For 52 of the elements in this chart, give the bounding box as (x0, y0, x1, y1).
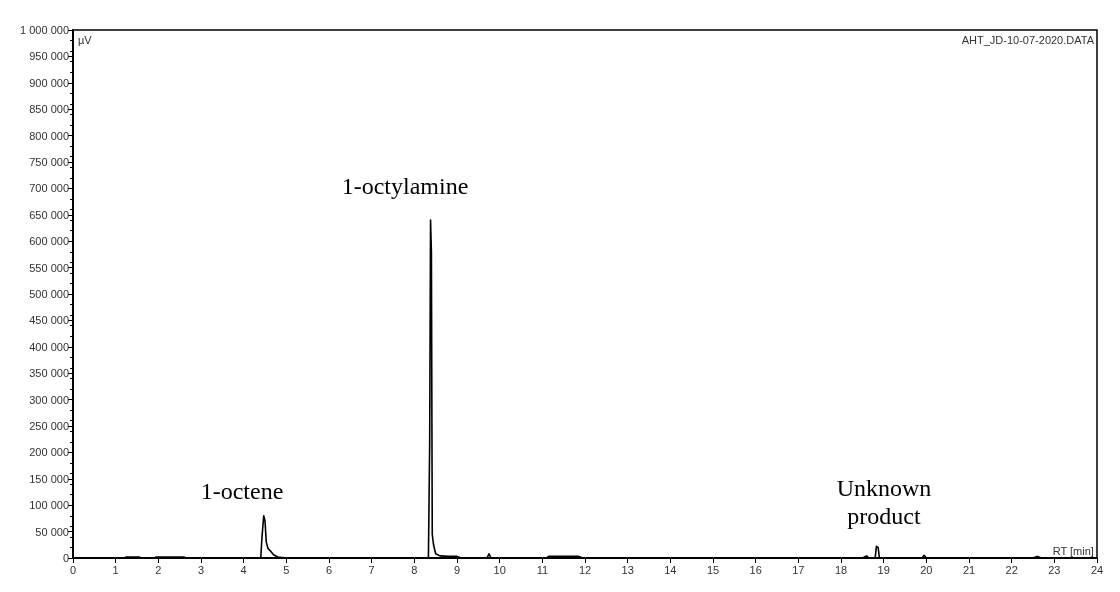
annotation: AHT_JD-10-07-2020.DATA (961, 33, 1095, 46)
x-tick-label: 23 (1048, 563, 1061, 576)
x-tick-label: 19 (877, 563, 890, 576)
y-tick-label: 600 000 (29, 235, 69, 248)
y-tick-label: 350 000 (29, 367, 69, 380)
x-tick-label: 3 (197, 563, 205, 576)
x-tick-label: 21 (962, 563, 976, 576)
x-axis-title: RT [min] (1052, 544, 1094, 557)
annotation: 1-octene (200, 478, 284, 504)
y-tick-label: 900 000 (29, 76, 69, 89)
x-tick-label: 18 (834, 563, 848, 576)
y-tick-label: 0 (62, 552, 69, 564)
y-tick-label: 800 000 (29, 129, 69, 142)
x-tick-label: 14 (664, 563, 677, 576)
x-tick-label: 20 (920, 563, 933, 576)
annotation: 1-octylamine (341, 173, 469, 199)
x-tick-label: 15 (706, 563, 720, 576)
y-tick-label: 500 000 (29, 288, 69, 300)
x-tick-label: 8 (411, 563, 418, 576)
x-tick-label: 12 (578, 563, 592, 576)
x-tick-label: 16 (749, 563, 762, 576)
x-tick-label: 22 (1005, 563, 1018, 576)
y-tick-label: 1 000 000 (20, 24, 69, 36)
x-tick-label: 0 (69, 563, 77, 576)
x-tick-label: 1 (112, 563, 119, 576)
y-tick-label: 150 000 (29, 472, 69, 485)
x-tick-label: 5 (283, 563, 290, 576)
x-tick-label: 10 (493, 563, 506, 576)
y-tick-label: 700 000 (29, 182, 69, 195)
y-tick-label: 300 000 (29, 393, 69, 406)
y-tick-label: 50 000 (35, 525, 69, 538)
y-tick-label: 650 000 (29, 208, 69, 221)
y-tick-label: 950 000 (29, 50, 69, 63)
x-tick-label: 24 (1090, 563, 1104, 576)
y-tick-label: 750 000 (29, 156, 69, 168)
y-tick-label: 850 000 (29, 103, 69, 116)
x-tick-label: 6 (325, 563, 333, 576)
x-tick-label: 7 (368, 563, 375, 576)
x-tick-label: 11 (536, 563, 549, 576)
y-tick-label: 200 000 (29, 446, 69, 459)
y-tick-label: 450 000 (29, 314, 69, 327)
x-tick-label: 17 (792, 563, 805, 576)
y-axis-title: µV (78, 33, 93, 46)
y-tick-label: 250 000 (29, 420, 69, 432)
x-tick-label: 13 (621, 563, 634, 576)
x-tick-label: 9 (453, 563, 461, 576)
x-tick-label: 4 (240, 563, 247, 576)
y-tick-label: 100 000 (29, 499, 69, 512)
x-tick-label: 2 (155, 563, 162, 576)
y-tick-label: 400 000 (29, 340, 69, 353)
y-tick-label: 550 000 (29, 261, 69, 274)
annotation: Unknown product (836, 475, 932, 529)
